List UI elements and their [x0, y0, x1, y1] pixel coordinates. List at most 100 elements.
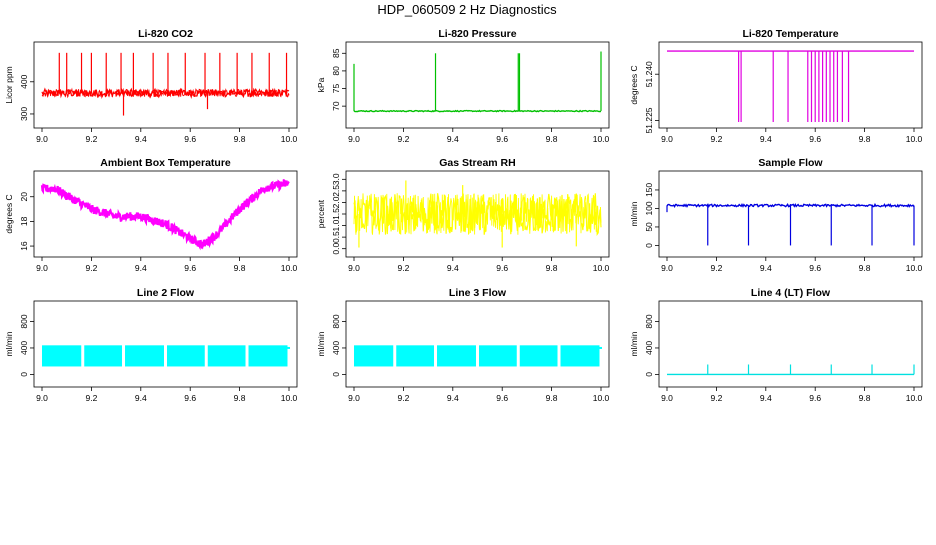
- x-tick-label-8-1: 9.2: [397, 393, 409, 403]
- x-tick-label-4-4: 9.8: [234, 263, 246, 273]
- x-tick-label-5-5: 10.0: [593, 263, 610, 273]
- chart-panel-6: Sample Flow 9.0 9.2 9.4 9.6 9.8 10.0 0 50 100 150 m…: [629, 157, 923, 273]
- x-tick-label-6-5: 10.0: [906, 263, 923, 273]
- flow-block-8-0: [354, 345, 394, 367]
- y-tick-label-8-2: 800: [331, 314, 341, 328]
- plot-frame-4: [33, 170, 298, 258]
- x-tick-label-2-4: 9.8: [546, 134, 558, 144]
- x-tick-label-7-0: 9.0: [36, 393, 48, 403]
- series-noise-1-0: [41, 87, 290, 99]
- plot-frame-6: [658, 170, 923, 258]
- y-tick-label-5-2: 1.0: [331, 219, 341, 231]
- y-tick-label-7-2: 800: [19, 314, 29, 328]
- y-tick-label-3-0: 51.225: [644, 107, 654, 133]
- x-tick-label-5-3: 9.6: [496, 263, 508, 273]
- y-axis-label-1: Licor ppm: [4, 66, 14, 103]
- chart-panel-5: Gas Stream RH9.0 9.2 9.4 9.6 9.8 10.00.00.51.…: [316, 157, 610, 273]
- y-axis-label-4: degrees C: [4, 194, 14, 233]
- flow-block-7-0: [42, 345, 82, 367]
- y-axis-label-6: ml/min: [629, 201, 639, 226]
- plot-frame-3: [658, 41, 923, 129]
- x-tick-label-1-1: 9.2: [85, 134, 97, 144]
- series-line-6-0: [666, 202, 915, 209]
- y-tick-label-6-2: 100: [644, 201, 654, 215]
- flow-block-7-2: [125, 345, 164, 367]
- flow-block-7-4: [207, 345, 246, 367]
- x-tick-label-1-2: 9.4: [135, 134, 147, 144]
- series-2-0: [353, 51, 602, 113]
- chart-panel-1: Li-820 CO2 9.0 9.2 9.4 9.6 9.8 10.0 300 400 Licor…: [4, 28, 298, 144]
- y-tick-label-1-0: 300: [19, 107, 29, 121]
- x-tick-label-9-4: 9.8: [859, 393, 871, 403]
- chart-title-3: Li-820 Temperature: [742, 28, 838, 40]
- chart-panel-8: Line 3 Flow 9.0 9.2 9.4 9.6 9.8 10.0 0 400 800 ml/…: [316, 287, 610, 403]
- flow-block-8-2: [437, 345, 476, 367]
- x-tick-label-3-4: 9.8: [859, 134, 871, 144]
- x-tick-label-2-2: 9.4: [447, 134, 459, 144]
- x-tick-label-1-3: 9.6: [184, 134, 196, 144]
- y-axis-label-2: kPa: [316, 77, 326, 92]
- x-tick-label-9-2: 9.4: [760, 393, 772, 403]
- chart-title-9: Line 4 (LT) Flow: [751, 287, 831, 299]
- y-tick-label-2-3: 85: [331, 48, 341, 58]
- x-tick-label-1-0: 9.0: [36, 134, 48, 144]
- y-tick-label-2-0: 70: [331, 101, 341, 111]
- x-tick-label-2-0: 9.0: [348, 134, 360, 144]
- y-tick-label-2-1: 75: [331, 84, 341, 94]
- y-tick-label-9-0: 0: [644, 372, 654, 377]
- y-tick-label-5-4: 2.0: [331, 196, 341, 208]
- x-tick-label-3-2: 9.4: [760, 134, 772, 144]
- flow-block-7-3: [167, 345, 205, 367]
- x-tick-label-4-0: 9.0: [36, 263, 48, 273]
- y-tick-label-5-1: 0.5: [331, 231, 341, 243]
- x-tick-label-7-2: 9.4: [135, 393, 147, 403]
- x-tick-label-4-1: 9.2: [85, 263, 97, 273]
- x-tick-label-5-1: 9.2: [397, 263, 409, 273]
- x-tick-label-9-0: 9.0: [661, 393, 673, 403]
- chart-panel-2: Li-820 Pressure 9.0 9.2 9.4 9.6 9.8 10.0 70 75 80…: [316, 28, 610, 144]
- chart-panel-3: Li-820 Temperature 9.0 9.2 9.4 9.6 9.8 10.0 51.…: [629, 28, 923, 144]
- x-tick-label-3-0: 9.0: [661, 134, 673, 144]
- y-tick-label-6-1: 50: [644, 222, 654, 232]
- x-tick-label-4-3: 9.6: [184, 263, 196, 273]
- x-tick-label-4-2: 9.4: [135, 263, 147, 273]
- x-tick-label-5-0: 9.0: [348, 263, 360, 273]
- flow-block-8-3: [479, 345, 517, 367]
- plot-frame-8: [345, 300, 610, 388]
- y-tick-label-6-3: 150: [644, 183, 654, 197]
- y-tick-label-5-3: 1.5: [331, 208, 341, 220]
- y-tick-label-5-0: 0.0: [331, 243, 341, 255]
- y-axis-label-5: percent: [316, 199, 326, 228]
- x-tick-label-8-0: 9.0: [348, 393, 360, 403]
- y-tick-label-9-2: 800: [644, 314, 654, 328]
- y-tick-label-8-0: 0: [331, 372, 341, 377]
- chart-title-6: Sample Flow: [758, 157, 823, 169]
- x-tick-label-6-2: 9.4: [760, 263, 772, 273]
- chart-title-5: Gas Stream RH: [439, 157, 515, 169]
- y-axis-label-7: ml/min: [4, 331, 14, 356]
- y-axis-label-3: degrees C: [629, 65, 639, 104]
- x-tick-label-6-1: 9.2: [710, 263, 722, 273]
- series-noise-5-0: [353, 193, 602, 235]
- series-6-0: [666, 202, 915, 246]
- plot-frame-1: [33, 41, 298, 129]
- x-tick-label-6-3: 9.6: [809, 263, 821, 273]
- series-1-0: [41, 52, 290, 116]
- y-tick-label-6-0: 0: [644, 243, 654, 248]
- y-axis-label-8: ml/min: [316, 331, 326, 356]
- chart-panel-4: Ambient Box Temperature 9.0 9.2 9.4 9.6 9.8 10…: [4, 157, 298, 273]
- chart-title-8: Line 3 Flow: [449, 287, 507, 299]
- flow-block-8-5: [560, 345, 600, 367]
- x-tick-label-8-2: 9.4: [447, 393, 459, 403]
- y-tick-label-3-1: 51.240: [644, 61, 654, 87]
- x-tick-label-9-1: 9.2: [710, 393, 722, 403]
- x-tick-label-8-3: 9.6: [496, 393, 508, 403]
- series-3-0: [667, 50, 914, 122]
- x-tick-label-1-4: 9.8: [234, 134, 246, 144]
- x-tick-label-7-4: 9.8: [234, 393, 246, 403]
- y-tick-label-7-1: 400: [19, 341, 29, 355]
- series-9-0: [667, 364, 915, 376]
- x-tick-label-5-4: 9.8: [546, 263, 558, 273]
- x-tick-label-8-4: 9.8: [546, 393, 558, 403]
